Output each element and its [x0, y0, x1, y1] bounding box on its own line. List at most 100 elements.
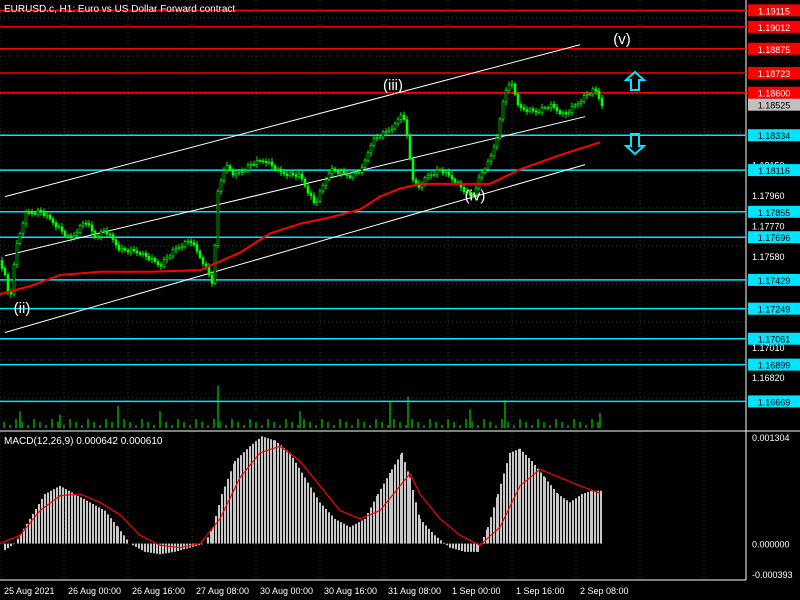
arrow-up-icon [623, 70, 647, 91]
candle-body [312, 195, 316, 203]
candle-body [141, 252, 145, 255]
candle-body [363, 159, 367, 168]
candle-body [210, 274, 214, 284]
candle-body [12, 264, 16, 295]
candle-body [429, 174, 433, 177]
candle-body [54, 222, 58, 228]
candle-body [276, 168, 280, 171]
candle-body [156, 261, 160, 266]
candle-body [519, 104, 523, 108]
candle-body [336, 170, 340, 174]
resistance-price-label-bg [748, 67, 800, 80]
candle-body [255, 160, 259, 165]
candle-body [339, 170, 343, 174]
candle-body [69, 235, 73, 239]
candle-body [462, 187, 466, 193]
moving-average-line [0, 141, 601, 296]
support-price-label-bg [748, 129, 800, 142]
x-tick-label: 27 Aug 08:00 [196, 586, 249, 596]
candle-body [18, 233, 22, 244]
resistance-price-label-bg [748, 42, 800, 55]
candle-body [600, 98, 604, 107]
candle-body [240, 170, 244, 173]
candle-body [384, 130, 388, 133]
candle-body [507, 84, 511, 91]
candle-body [537, 111, 541, 114]
candle-body [504, 89, 508, 103]
candle-body [492, 146, 496, 157]
arrow-down-icon [623, 133, 647, 156]
candle-body [21, 222, 25, 234]
wave-label: (iii) [383, 77, 403, 94]
channel-line [4, 44, 581, 198]
macd-scale-label: -0.000393 [752, 570, 793, 580]
candle-body [75, 232, 79, 236]
x-tick-label: 30 Aug 00:00 [260, 586, 313, 596]
candle-body [501, 101, 505, 120]
candle-body [387, 129, 391, 132]
wave-label: (v) [613, 31, 631, 48]
candle-body [591, 88, 595, 95]
candle-body [243, 169, 247, 172]
candle-body [525, 109, 529, 112]
candle-body [168, 255, 172, 259]
candle-body [369, 145, 373, 154]
candle-body [78, 225, 82, 234]
candle-body [597, 90, 601, 99]
candle-body [324, 179, 328, 186]
candle-body [438, 169, 442, 171]
candle-body [201, 257, 205, 265]
candle-body [585, 94, 589, 96]
candle-body [258, 160, 262, 162]
support-price-label: 1.17855 [758, 208, 791, 218]
candle-body [393, 123, 397, 130]
candle-body [57, 226, 61, 229]
candle-body [192, 242, 196, 245]
candle-body [150, 258, 154, 260]
candle-body [264, 160, 268, 163]
candle-body [108, 233, 112, 236]
candle-body [174, 247, 178, 250]
candle-body [408, 134, 412, 160]
candle-body [225, 165, 229, 171]
candle-body [375, 137, 379, 139]
channel-line [4, 116, 586, 257]
candle-body [345, 172, 349, 176]
candle-body [321, 184, 325, 192]
candle-body [81, 222, 85, 227]
candle-body [309, 192, 313, 196]
candle-body [132, 248, 136, 252]
candle-body [405, 119, 409, 136]
candle-body [543, 107, 547, 109]
current-price-label-bg [748, 98, 800, 111]
candle-body [306, 185, 310, 194]
candle-body [153, 258, 157, 262]
candle-body [162, 259, 166, 267]
candle-body [483, 168, 487, 173]
candle-body [279, 168, 283, 173]
support-price-label-bg [748, 332, 800, 345]
candle-body [372, 137, 376, 146]
candle-body [396, 118, 400, 124]
candle-body [186, 240, 190, 243]
candle-body [426, 174, 430, 179]
candle-body [24, 211, 28, 224]
candle-body [90, 224, 94, 232]
x-tick-label: 30 Aug 16:00 [324, 586, 377, 596]
candle-body [234, 172, 238, 176]
support-price-label-bg [748, 395, 800, 408]
candle-body [555, 107, 559, 111]
candle-body [342, 170, 346, 174]
candle-body [288, 172, 292, 176]
candle-body [123, 248, 127, 251]
support-price-label: 1.17429 [758, 276, 791, 286]
candle-body [588, 93, 592, 96]
candle-body [51, 218, 55, 224]
support-price-label-bg [748, 358, 800, 371]
y-tick-label: 1.16820 [752, 373, 785, 383]
candle-body [138, 252, 142, 255]
candle-body [510, 83, 514, 86]
candle-body [96, 236, 100, 238]
candle-body [459, 182, 463, 188]
candle-body [72, 235, 76, 239]
